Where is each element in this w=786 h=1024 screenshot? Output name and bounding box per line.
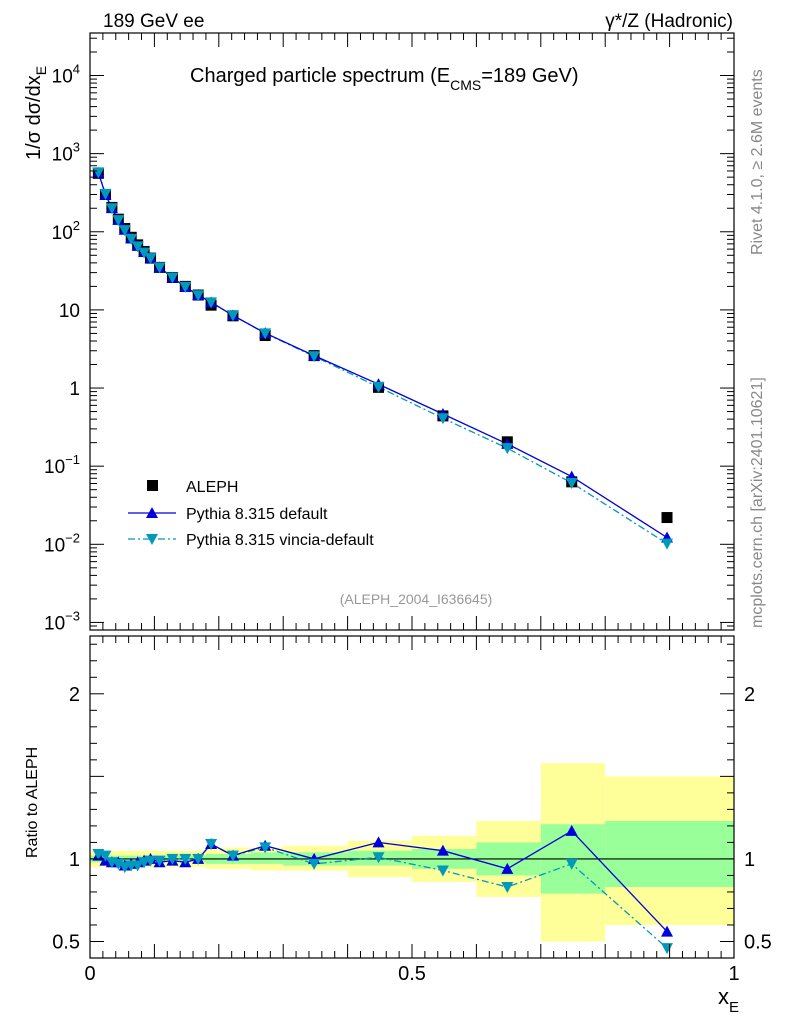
ratio-axis-label: Ratio to ALEPH	[24, 747, 41, 858]
ratio-marker-vincia	[226, 850, 239, 862]
marker-vincia	[192, 290, 205, 302]
marker-vincia	[436, 413, 449, 425]
ratio-tick-label-right: 1	[744, 849, 755, 871]
marker-vincia	[112, 215, 125, 227]
ratio-marker-default	[661, 925, 674, 937]
marker-vincia	[226, 310, 239, 322]
legend-marker-aleph	[147, 480, 158, 491]
marker-vincia	[308, 351, 321, 363]
ratio-tick-label-right: 0.5	[744, 931, 772, 953]
ratio-marker-vincia	[565, 858, 578, 870]
marker-vincia	[661, 538, 674, 550]
marker-vincia	[166, 272, 179, 284]
marker-vincia	[118, 225, 131, 237]
ratio-marker-vincia	[372, 852, 385, 864]
marker-vincia	[205, 297, 218, 309]
energy-label: 189 GeV ee	[103, 11, 204, 32]
ratio-marker-vincia	[436, 865, 449, 877]
legend-label-aleph: ALEPH	[186, 479, 238, 496]
x-axis-label-text: x	[718, 984, 729, 1009]
ratio-marker-vincia	[131, 860, 144, 872]
rivet-label: Rivet 4.1.0, ≥ 2.6M events	[749, 69, 766, 255]
ratio-marker-vincia	[308, 858, 321, 870]
marker-vincia	[138, 247, 151, 259]
marker-vincia	[92, 167, 105, 179]
ratio-marker-vincia	[192, 853, 205, 865]
mcplots-label: mcplots.cern.ch [arXiv:2401.10621]	[749, 377, 766, 628]
x-tick-label: 0	[84, 963, 95, 985]
ratio-marker-vincia	[661, 943, 674, 955]
marker-vincia	[131, 241, 144, 253]
ratio-marker-default	[501, 862, 514, 874]
ratio-band-inner	[251, 852, 284, 864]
x-axis-label: xE	[718, 984, 739, 1016]
main-plot-area	[92, 166, 674, 550]
ratio-marker-vincia	[179, 853, 192, 865]
ratio-marker-vincia	[153, 855, 166, 867]
marker-vincia	[179, 281, 192, 293]
y-tick-label: 10−3	[44, 608, 80, 634]
ratio-marker-default	[372, 836, 385, 848]
y-tick-label: 1	[69, 379, 80, 400]
chart-title-end: =189 GeV)	[481, 65, 578, 87]
series-line-vincia	[97, 172, 668, 545]
marker-vincia	[372, 382, 385, 394]
analysis-id: (ALEPH_2004_I636645)	[340, 591, 493, 607]
svg-text:1/σ dσ/dxE: 1/σ dσ/dxE	[23, 66, 49, 160]
y-tick-label: 10−2	[44, 530, 80, 556]
ratio-marker-default	[436, 844, 449, 856]
y-axis-label-sub: E	[33, 66, 49, 75]
y-tick-label: 10−1	[44, 452, 80, 478]
ratio-marker-default	[565, 824, 578, 836]
marker-vincia	[259, 328, 272, 340]
ratio-marker-vincia	[205, 839, 218, 851]
chart-title-sub: CMS	[450, 77, 481, 93]
y-axis-label-text: 1/σ dσ/dx	[23, 75, 45, 160]
ratio-marker-vincia	[166, 853, 179, 865]
marker-vincia	[99, 188, 112, 200]
marker-vincia	[501, 443, 514, 455]
y-tick-label: 104	[52, 62, 80, 88]
x-axis-label-sub: E	[729, 999, 739, 1016]
ratio-marker-vincia	[259, 842, 272, 854]
ratio-marker-vincia	[144, 855, 157, 867]
ratio-plot-area	[90, 763, 734, 955]
series-line-default	[97, 172, 668, 539]
y-tick-label: 103	[52, 140, 80, 166]
ratio-tick-label: 1	[69, 849, 80, 871]
ratio-marker-vincia	[501, 881, 514, 893]
legend-label-vincia: Pythia 8.315 vincia-default	[186, 532, 374, 549]
ratio-tick-label: 0.5	[52, 931, 80, 953]
y-tick-label: 10	[59, 301, 80, 322]
legend-label-default: Pythia 8.315 default	[186, 506, 328, 523]
ratio-marker-vincia	[99, 850, 112, 862]
y-tick-label: 102	[52, 218, 80, 244]
data-point-aleph	[661, 512, 673, 524]
y-axis-label: 1/σ dσ/dxE	[23, 66, 49, 160]
marker-vincia	[153, 262, 166, 274]
ratio-tick-label-right: 2	[744, 684, 755, 706]
process-label: γ*/Z (Hadronic)	[605, 11, 733, 32]
legend: ALEPH Pythia 8.315 default Pythia 8.315 …	[128, 479, 374, 549]
marker-vincia	[144, 253, 157, 265]
chart-title-main: Charged particle spectrum (E	[190, 65, 450, 87]
legend-marker-vincia	[146, 534, 158, 545]
marker-vincia	[105, 203, 118, 215]
x-tick-label: 0.5	[398, 963, 426, 985]
x-tick-label: 1	[728, 963, 739, 985]
ratio-band-inner	[605, 820, 734, 887]
marker-vincia	[125, 233, 138, 245]
ratio-marker-vincia	[112, 858, 125, 870]
legend-marker-default	[146, 507, 158, 518]
ratio-tick-label: 2	[69, 684, 80, 706]
marker-vincia	[565, 477, 578, 489]
chart-title: Charged particle spectrum (ECMS=189 GeV)	[190, 65, 579, 93]
